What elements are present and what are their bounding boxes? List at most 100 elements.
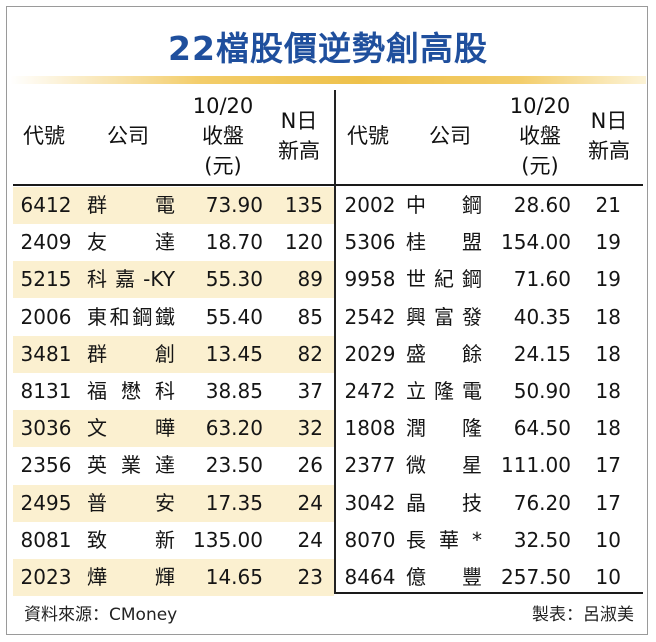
cell-company: 群電 (87, 193, 175, 217)
cell-days: 19 (595, 230, 621, 255)
cell-company: 文曄 (87, 416, 175, 441)
cell-close: 154.00 (501, 230, 571, 255)
cell-company: 致新 (87, 527, 175, 552)
cell-code: 2495 (20, 490, 72, 515)
table-frame (6, 6, 648, 635)
cell-close: 23.50 (205, 453, 263, 478)
cell-company: 世紀鋼 (406, 267, 482, 292)
cell-company: 億豐 (406, 565, 482, 589)
cell-code: 6412 (20, 193, 72, 217)
cell-company: 晶技 (406, 490, 482, 515)
cell-code: 8464 (344, 565, 396, 589)
cell-days: 37 (297, 379, 323, 403)
cell-code: 2023 (20, 565, 72, 589)
cell-company: 群創 (87, 341, 175, 366)
cell-days: 17 (595, 453, 621, 478)
cell-close: 55.30 (205, 267, 263, 292)
cell-company: 友達 (87, 230, 175, 255)
cell-code: 2006 (20, 304, 72, 329)
cell-code: 2356 (20, 453, 72, 478)
cell-company: 立隆電 (406, 379, 482, 403)
cell-days: 82 (297, 341, 323, 366)
cell-days: 32 (297, 416, 323, 441)
table-row: 3481 群創 13.45 82 2029 盛餘 24.15 18 (13, 335, 643, 373)
header-code-right: 代號 (347, 124, 389, 148)
cell-close: 73.90 (205, 193, 263, 217)
cell-days: 17 (595, 490, 621, 515)
cell-days: 24 (297, 490, 323, 515)
cell-close: 14.65 (205, 565, 263, 589)
cell-days: 10 (595, 565, 621, 589)
row-highlight (13, 335, 334, 373)
cell-days: 18 (595, 379, 621, 403)
cell-days: 21 (595, 193, 621, 217)
header-company-right: 公司 (429, 124, 471, 148)
cell-close: 76.20 (513, 490, 571, 515)
table-row: 2356 英業達 23.50 26 2377 微星 111.00 17 (13, 447, 643, 484)
cell-days: 24 (297, 527, 323, 552)
cell-close: 50.90 (513, 379, 571, 403)
cell-code: 5215 (20, 267, 72, 292)
cell-code: 3042 (344, 490, 396, 515)
table-row: 8131 福懋科 38.85 37 2472 立隆電 50.90 18 (13, 373, 643, 410)
cell-code: 2002 (344, 193, 396, 217)
cell-code: 8081 (20, 527, 72, 552)
cell-company: 燁輝 (87, 565, 175, 589)
table-row: 3036 文曄 63.20 32 1808 潤隆 64.50 18 (13, 410, 643, 448)
cell-company: 普安 (87, 490, 175, 515)
header-rule (13, 184, 643, 186)
cell-code: 8131 (20, 379, 72, 403)
header-company-left: 公司 (107, 124, 149, 148)
header-days-left: N日 新高 (278, 109, 320, 163)
cell-code: 1808 (344, 416, 396, 441)
row-highlight (13, 559, 334, 596)
cell-company: 中鋼 (406, 193, 482, 217)
cell-close: 18.70 (205, 230, 263, 255)
cell-days: 23 (297, 565, 323, 589)
cell-days: 120 (284, 230, 323, 255)
header-code-left: 代號 (23, 124, 65, 148)
cell-close: 55.40 (205, 304, 263, 329)
table-row: 6412 群電 73.90 135 2002 中鋼 28.60 21 (13, 187, 643, 224)
table-row: 5215 科嘉-KY 55.30 89 9958 世紀鋼 71.60 19 (13, 261, 643, 299)
header-close-left: 10/20 收盤 (元) (192, 94, 254, 178)
cell-code: 3481 (20, 341, 72, 366)
table-row: 2409 友達 18.70 120 5306 桂盟 154.00 19 (13, 224, 643, 261)
cell-company: 盛餘 (406, 341, 482, 366)
title-underline (10, 76, 646, 84)
table-row: 2006 東和鋼鐵 55.40 85 2542 興富發 40.35 18 (13, 299, 643, 336)
cell-close: 13.45 (205, 341, 263, 366)
source-note: 資料來源：CMoney (24, 605, 178, 625)
cell-code: 2377 (344, 453, 396, 478)
cell-days: 18 (595, 304, 621, 329)
row-highlight (13, 410, 334, 448)
cell-close: 135.00 (193, 527, 263, 552)
row-highlight (13, 484, 334, 522)
cell-company: 福懋科 (87, 379, 175, 403)
cell-days: 26 (297, 453, 323, 478)
cell-close: 38.85 (205, 379, 263, 403)
header-days-right: N日 新高 (588, 109, 630, 163)
cell-close: 32.50 (513, 527, 571, 552)
table-row: 2023 燁輝 14.65 23 8464 億豐 257.50 10 (13, 559, 643, 596)
cell-close: 257.50 (501, 565, 571, 589)
cell-code: 2029 (344, 341, 396, 366)
cell-close: 64.50 (513, 416, 571, 441)
header-close-right: 10/20 收盤 (元) (509, 94, 571, 178)
cell-days: 85 (297, 304, 323, 329)
cell-company: 潤隆 (406, 416, 482, 441)
cell-days: 19 (595, 267, 621, 292)
cell-company: 英業達 (87, 453, 175, 478)
cell-company: 微星 (406, 453, 482, 478)
cell-close: 24.15 (513, 341, 571, 366)
cell-code: 2542 (344, 304, 396, 329)
table-row: 2495 普安 17.35 24 3042 晶技 76.20 17 (13, 484, 643, 522)
row-highlight (13, 261, 334, 299)
cell-close: 17.35 (205, 490, 263, 515)
cell-company: 科嘉-KY (87, 267, 175, 292)
cell-close: 111.00 (501, 453, 571, 478)
cell-code: 8070 (344, 527, 396, 552)
cell-code: 3036 (20, 416, 72, 441)
page-title: 22檔股價逆勢創高股 (168, 29, 488, 68)
table-row: 8081 致新 135.00 24 8070 長華* 32.50 10 (13, 522, 643, 559)
